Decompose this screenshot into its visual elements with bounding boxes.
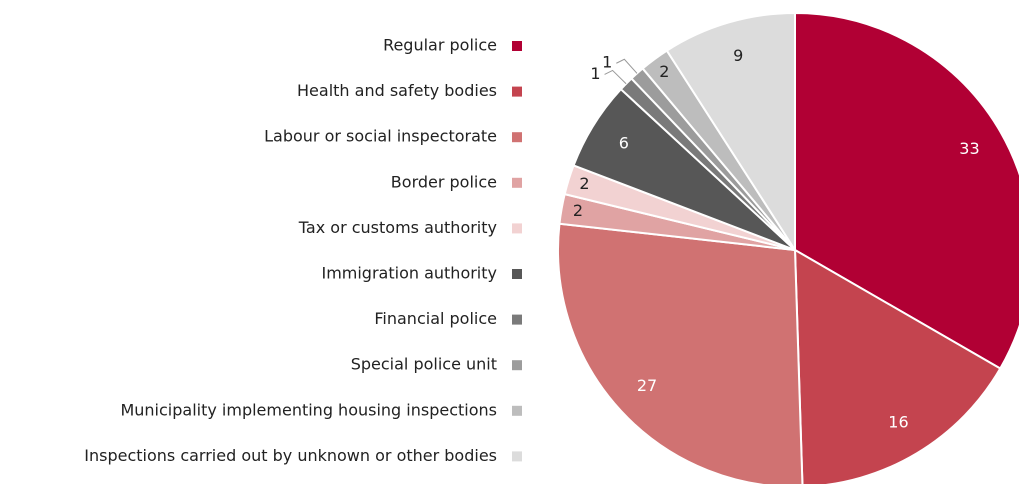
legend-swatch	[512, 405, 522, 416]
legend-swatch	[512, 223, 522, 234]
legend-label: Municipality implementing housing inspec…	[120, 400, 497, 419]
pie-slice	[665, 11, 796, 254]
data-label: 2	[659, 62, 669, 81]
legend-swatch	[512, 314, 522, 325]
data-label: 33	[959, 139, 979, 158]
legend-swatch	[512, 86, 522, 97]
legend-label: Inspections carried out by unknown or ot…	[84, 446, 497, 465]
data-label: 16	[888, 412, 908, 431]
legend-swatch	[512, 451, 522, 462]
data-label: 1	[590, 64, 600, 83]
legend-swatch	[512, 41, 522, 51]
legend-label: Immigration authority	[321, 264, 497, 283]
legend-swatch	[512, 177, 522, 188]
legend-swatch	[512, 360, 522, 371]
legend-label: Border police	[391, 172, 497, 191]
legend-label: Financial police	[374, 309, 497, 328]
pie-slice	[557, 222, 804, 484]
legend-swatch	[512, 269, 522, 279]
legend-label: Regular police	[383, 36, 497, 55]
data-label: 27	[637, 376, 657, 395]
legend-label: Labour or social inspectorate	[264, 127, 497, 146]
data-label: 9	[733, 46, 743, 65]
legend-label: Tax or customs authority	[298, 218, 497, 237]
data-label: 6	[619, 133, 629, 152]
data-label: 2	[573, 201, 583, 220]
legend-swatch	[512, 132, 522, 143]
legend-label: Special police unit	[351, 355, 497, 374]
leader-line	[616, 58, 638, 74]
pie-slice	[793, 248, 1002, 484]
data-label: 1	[602, 53, 612, 72]
pie-slice	[794, 11, 1019, 370]
leader-line	[604, 69, 627, 85]
data-label: 2	[579, 174, 589, 193]
legend-label: Health and safety bodies	[297, 81, 497, 100]
